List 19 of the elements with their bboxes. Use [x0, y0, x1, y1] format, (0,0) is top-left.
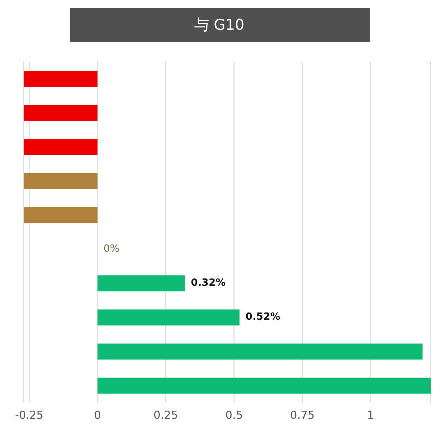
bar	[98, 344, 423, 360]
bar	[24, 71, 98, 87]
data-label: 0%	[104, 244, 120, 255]
data-label: 0.32%	[191, 278, 226, 290]
bar	[98, 378, 431, 394]
x-tick-label: 0.5	[226, 408, 244, 422]
bar	[24, 105, 98, 122]
bar	[98, 276, 186, 292]
bar	[24, 173, 98, 190]
bar	[98, 310, 240, 326]
bar	[24, 207, 98, 224]
x-tick-label: 1	[367, 408, 374, 422]
x-tick-label: 0.25	[154, 408, 178, 422]
data-label: 0.52%	[246, 312, 280, 324]
x-tick-label: -0.25	[15, 408, 44, 422]
bar	[24, 139, 98, 156]
x-tick-label: 0.75	[290, 408, 315, 422]
chart-title: 与 G10	[70, 8, 370, 42]
x-tick-label: 0	[94, 408, 102, 422]
